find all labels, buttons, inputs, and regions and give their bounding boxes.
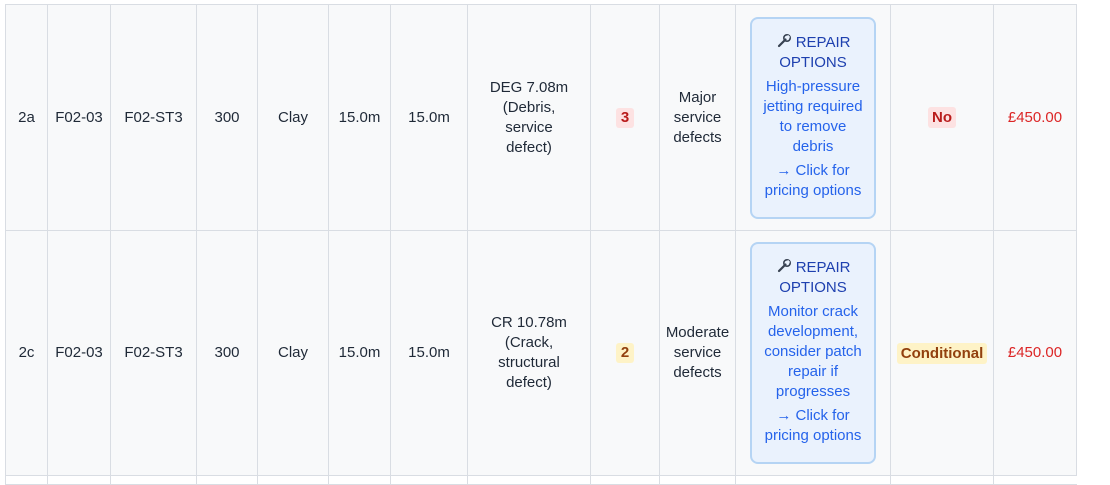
material-cell: Clay <box>257 4 329 231</box>
repair-desc-line: development, <box>767 323 859 340</box>
repair-title-line: REPAIR <box>795 33 851 51</box>
defect-line: defect) <box>506 138 552 156</box>
severity-cell: 2 <box>590 230 660 476</box>
defect-line: defect) <box>506 374 552 391</box>
defect-cell: DEG 7.08m (Debris, service defect) <box>467 4 591 231</box>
repair-desc-line: repair if <box>787 363 839 380</box>
recommendation-line: defects <box>673 364 722 381</box>
repair-title-line: REPAIR <box>795 259 851 276</box>
repair-cell: REPAIR OPTIONS Monitor crack development… <box>735 230 891 476</box>
severity-badge: 2 <box>616 343 634 363</box>
repair-desc-line: to remove <box>779 117 847 135</box>
repair-description: High-pressure jetting required to remove… <box>758 77 868 157</box>
pricing-link-line: → Click for <box>776 407 850 424</box>
defect-cell: CR 10.78m (Crack, structural defect) <box>467 230 591 476</box>
severity-cell: 3 <box>590 4 660 231</box>
wrench-icon <box>777 33 791 47</box>
item-cell: 2c <box>5 230 48 476</box>
adoptable-cell: Conditional <box>890 230 994 476</box>
defect-line: structural <box>498 354 560 371</box>
repair-desc-line: High-pressure <box>765 77 861 95</box>
table-row: 2a F02-03 F02-ST3 300 Clay 15.0m 15.0m D… <box>5 4 1077 231</box>
repair-title-line: OPTIONS <box>779 279 847 296</box>
length-cell: 15.0m <box>328 4 391 231</box>
pricing-link-line: pricing options <box>764 427 862 444</box>
repair-desc-line: progresses <box>775 383 851 400</box>
repair-options-button[interactable]: REPAIR OPTIONS High-pressure jetting req… <box>750 16 876 219</box>
pricing-link-line: pricing options <box>764 181 862 199</box>
length-cell: 15.0m <box>328 230 391 476</box>
defect-line: service <box>505 118 553 136</box>
repair-desc-line: jetting required <box>763 97 863 115</box>
defect-line: (Crack, <box>504 334 554 351</box>
defect-line: (Debris, <box>502 98 556 116</box>
diameter-cell: 300 <box>196 230 258 476</box>
recommendation-line: service <box>673 108 722 126</box>
start-node-cell: F02-ST3 <box>110 230 197 476</box>
surveyed-length-cell: 15.0m <box>390 4 468 231</box>
pricing-options-link[interactable]: → Click for pricing options <box>758 161 868 201</box>
repair-desc-line: consider patch <box>764 343 862 360</box>
defect-line: DEG 7.08m <box>489 78 569 96</box>
recommendation-line: defects <box>673 128 722 146</box>
pipe-ref-cell: F02-03 <box>47 230 111 476</box>
recommendation-line: Moderate <box>665 324 730 341</box>
repair-options-title: REPAIR OPTIONS <box>758 33 868 73</box>
repair-description: Monitor crack development, consider patc… <box>758 302 868 402</box>
recommendation-cell: Major service defects <box>659 4 736 231</box>
item-cell: 2a <box>5 4 48 231</box>
recommendation-line: service <box>673 344 722 361</box>
defect-line: CR 10.78m <box>491 314 567 331</box>
repair-title-line: OPTIONS <box>779 53 847 71</box>
pipe-ref-cell: F02-03 <box>47 4 111 231</box>
adoptable-badge: Conditional <box>896 342 988 364</box>
repair-options-title: REPAIR OPTIONS <box>758 258 868 298</box>
diameter-cell: 300 <box>196 4 258 231</box>
defects-table: 2a F02-03 F02-ST3 300 Clay 15.0m 15.0m D… <box>5 4 1077 485</box>
cost-cell: £450.00 <box>993 4 1077 231</box>
table-row: 2c F02-03 F02-ST3 300 Clay 15.0m 15.0m C… <box>5 230 1077 476</box>
wrench-icon <box>777 258 791 273</box>
recommendation-line: Major <box>678 88 717 106</box>
pricing-options-link[interactable]: → Click for pricing options <box>758 406 868 446</box>
repair-options-button[interactable]: REPAIR OPTIONS Monitor crack development… <box>750 242 876 464</box>
adoptable-badge: No <box>928 107 956 128</box>
material-cell: Clay <box>257 230 329 476</box>
pricing-link-line: → Click for <box>776 161 850 179</box>
table-row-partial <box>5 475 1077 485</box>
surveyed-length-cell: 15.0m <box>390 230 468 476</box>
repair-desc-line: debris <box>792 137 834 155</box>
adoptable-cell: No <box>890 4 994 231</box>
cost-cell: £450.00 <box>993 230 1077 476</box>
repair-desc-line: Monitor crack <box>767 303 859 320</box>
start-node-cell: F02-ST3 <box>110 4 197 231</box>
severity-badge: 3 <box>616 107 634 128</box>
repair-cell: REPAIR OPTIONS High-pressure jetting req… <box>735 4 891 231</box>
recommendation-cell: Moderate service defects <box>659 230 736 476</box>
